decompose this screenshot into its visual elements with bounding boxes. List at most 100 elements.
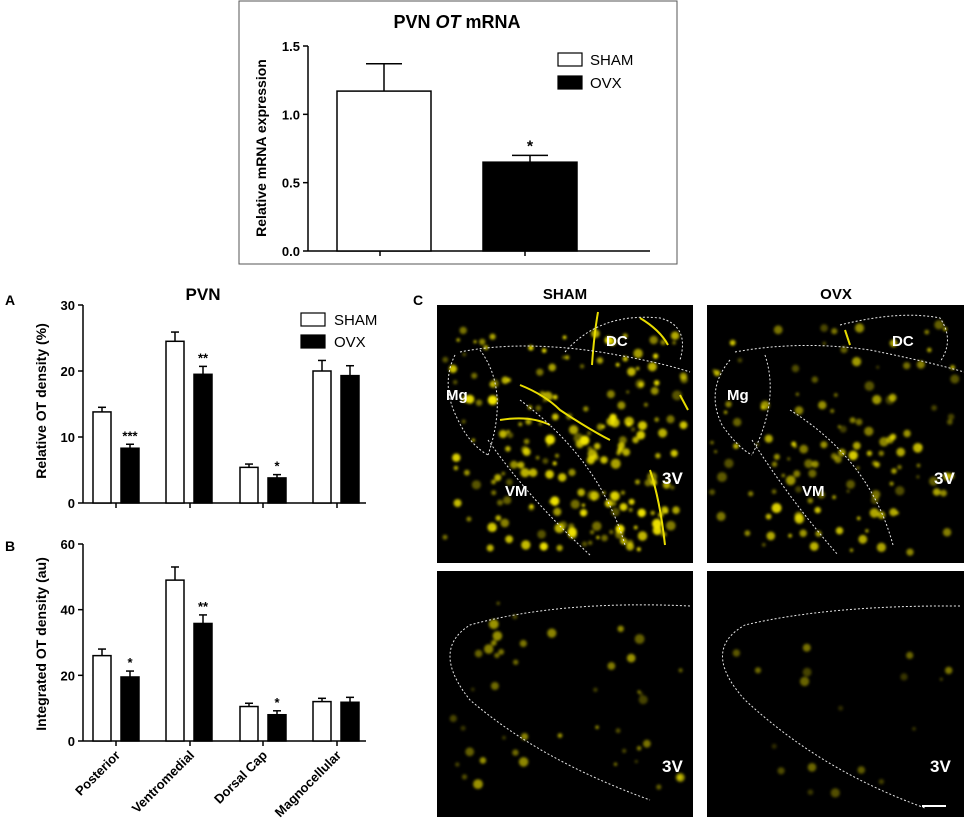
mrna-chart-title: PVN OT mRNA — [393, 12, 520, 32]
fluorescent-cell — [654, 417, 659, 422]
panel-a-y-tick-label: 30 — [61, 298, 75, 313]
fluorescent-cell — [817, 491, 826, 499]
fluorescent-cell — [626, 542, 634, 551]
fluorescent-cell — [638, 421, 647, 431]
fluorescent-cell — [723, 410, 728, 414]
panel-a-bar-ovx — [340, 374, 360, 504]
fluorescent-cell — [744, 530, 751, 537]
fluorescent-cell — [838, 705, 844, 711]
fluorescent-cell — [672, 340, 676, 345]
fluorescent-cell — [593, 442, 601, 450]
fluorescent-cell — [830, 409, 835, 413]
fluorescent-cell — [501, 471, 506, 476]
mrna-bar-sham — [336, 90, 432, 252]
fluorescent-cell — [808, 469, 817, 478]
fluorescent-cell — [622, 448, 631, 456]
fluorescent-cell — [628, 507, 633, 512]
fluorescent-cell — [856, 516, 861, 521]
fluorescent-cell — [616, 450, 621, 456]
panel-b-bar-sham — [92, 654, 112, 742]
fluorescent-cell — [609, 529, 614, 535]
fluorescent-cell — [507, 432, 514, 439]
fluorescent-cell — [610, 491, 618, 499]
fluorescent-cell — [832, 495, 836, 500]
fluorescent-cell — [518, 757, 529, 767]
fluorescent-cell — [592, 521, 602, 531]
panel-a-y-tick-label: 0 — [68, 496, 75, 511]
fiber — [649, 469, 666, 546]
fluorescent-cell — [537, 530, 546, 539]
region-label-mg-ovx: Mg — [727, 387, 749, 404]
fluorescent-cell — [732, 649, 741, 657]
panel-b-bar-ovx — [267, 713, 287, 742]
fluorescent-cell — [785, 475, 796, 486]
fluorescent-cell — [455, 762, 460, 767]
panel-a-significance-marker: * — [274, 459, 280, 474]
fluorescent-cell — [791, 364, 800, 373]
fluorescent-cell — [913, 443, 923, 453]
fluorescent-cell — [633, 348, 643, 359]
panel-b-category-label: Magnocellular — [272, 748, 344, 820]
fluorescent-cell — [878, 779, 885, 785]
panel-a-legend-label-ovx: OVX — [334, 334, 366, 351]
outline-bottom-ovx — [722, 605, 961, 809]
fluorescent-cell — [895, 486, 905, 496]
fluorescent-cell — [636, 547, 641, 552]
panel-a-letter: A — [5, 292, 15, 308]
outline-bottom-sham — [449, 604, 691, 801]
fluorescent-cell — [794, 511, 803, 521]
fluorescent-cell — [795, 486, 802, 493]
fluorescent-cell — [733, 418, 742, 427]
fluorescent-cells — [442, 320, 960, 798]
fluorescent-cell — [809, 542, 819, 551]
region-label-3v-ovx: 3V — [934, 469, 955, 488]
fiber — [499, 417, 551, 426]
panel-b-significance-marker: ** — [198, 599, 209, 614]
fluorescent-cell — [512, 749, 519, 756]
fluorescent-cell — [500, 518, 510, 528]
fluorescent-cell — [795, 392, 800, 396]
region-labels: DC Mg VM 3V DC Mg VM 3V 3V 3V — [446, 333, 955, 776]
fluorescent-cell — [793, 470, 801, 478]
fluorescent-cell — [619, 436, 627, 444]
panel-b-bar-sham — [239, 705, 259, 742]
fluorescent-cell — [620, 537, 628, 545]
mrna-y-axis-label: Relative mRNA expression — [253, 59, 269, 237]
fluorescent-cell — [833, 393, 838, 397]
fluorescent-cell — [927, 347, 932, 353]
fluorescent-cell — [830, 788, 840, 798]
fluorescent-cell — [634, 759, 638, 764]
fluorescent-cell — [615, 728, 621, 734]
fluorescent-cell — [506, 478, 513, 486]
fluorescent-cell — [888, 393, 897, 402]
fluorescent-cell — [717, 472, 727, 482]
region-label-dc-ovx: DC — [892, 333, 914, 350]
fluorescent-cell — [635, 479, 640, 485]
fluorescent-cell — [932, 488, 941, 496]
fluorescent-cell — [835, 527, 844, 535]
fluorescent-cell — [807, 497, 814, 504]
fluorescent-cell — [764, 434, 773, 443]
fluorescent-cell — [474, 649, 483, 658]
fluorescent-cell — [940, 489, 947, 497]
fluorescent-cell — [725, 401, 732, 408]
fluorescent-cell — [483, 345, 489, 351]
fluorescent-cell — [617, 401, 626, 410]
outline-mg-left-ovx — [714, 359, 753, 456]
fluorescent-cell — [889, 508, 898, 517]
fluorescent-cell — [464, 469, 470, 476]
fluorescent-cell — [471, 438, 475, 442]
fluorescent-cell — [517, 461, 525, 469]
outline-vm-upper-sham — [519, 399, 626, 546]
region-label-mg-sham: Mg — [446, 387, 468, 404]
fluorescent-cell — [852, 357, 862, 367]
fluorescent-cell — [858, 534, 868, 544]
fluorescent-cell — [453, 499, 462, 508]
fluorescent-cell — [804, 459, 814, 468]
fluorescent-cell — [934, 320, 944, 330]
panel-b-bar-sham — [312, 700, 332, 742]
fluorescent-cell — [627, 367, 636, 377]
micrograph-sham-bottom — [437, 571, 693, 817]
fluorescent-cell — [656, 784, 662, 790]
fluorescent-cell — [903, 362, 911, 370]
